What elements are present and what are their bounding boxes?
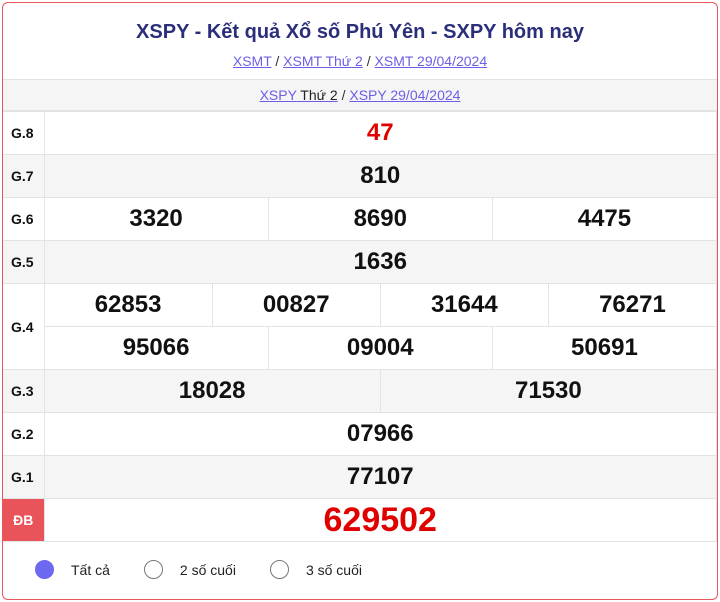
- prize-value: 76271: [547, 284, 716, 326]
- prize-value: 50691: [491, 327, 716, 369]
- page-title: XSPY - Kết quả Xổ số Phú Yên - SXPY hôm …: [136, 21, 584, 43]
- xspy-date-link[interactable]: XSPY 29/04/2024: [349, 87, 461, 103]
- row-g1: G.1 77107: [3, 455, 717, 499]
- digit-filter: Tất cả 2 số cuối 3 số cuối: [3, 542, 717, 579]
- prize-value: 62853: [94, 291, 162, 318]
- breadcrumb-xsmt-thu2[interactable]: XSMT Thứ 2: [283, 53, 363, 69]
- row-g6: G.6 3320 8690 4475: [3, 197, 717, 241]
- filter-last-3[interactable]: 3 số cuối: [269, 560, 362, 579]
- row-g4: G.4 62853 00827 31644 76271 95066 09004 50691: [3, 283, 717, 370]
- prize-value: 00827: [211, 284, 380, 326]
- breadcrumb: XSMT / XSMT Thứ 2 / XSMT 29/04/2024: [232, 53, 488, 69]
- results-table: G.8 47 G.7 810 G.6 3320 8690 4475 G.5 1636 G.4…: [3, 111, 717, 542]
- filter-last-2[interactable]: 2 số cuối: [143, 560, 236, 579]
- prize-value: 95066: [122, 334, 190, 361]
- special-prize-value: 629502: [43, 498, 717, 542]
- filter-all[interactable]: Tất cả: [35, 560, 110, 579]
- sub-links: XSPY Thứ 2 / XSPY 29/04/2024: [3, 79, 717, 111]
- row-g2: G.2 07966: [3, 412, 717, 456]
- prize-value: 09004: [267, 327, 492, 369]
- radio-selected-icon[interactable]: [35, 560, 54, 579]
- radio-icon[interactable]: [143, 560, 163, 579]
- prize-value: 31644: [379, 284, 548, 326]
- prize-value: 77107: [43, 455, 717, 499]
- prize-value: 1636: [43, 240, 717, 284]
- breadcrumb-xsmt[interactable]: XSMT: [232, 53, 272, 69]
- row-g3: G.3 18028 71530: [3, 369, 717, 413]
- prize-value: 8690: [267, 198, 492, 240]
- radio-icon[interactable]: [269, 560, 289, 579]
- prize-value: 07966: [43, 412, 717, 456]
- special-prize-label: ĐB: [3, 498, 45, 542]
- header: XSPY - Kết quả Xổ số Phú Yên - SXPY hôm …: [3, 3, 717, 79]
- prize-value: 47: [43, 111, 717, 155]
- row-db: ĐB 629502: [3, 498, 717, 542]
- breadcrumb-xsmt-date[interactable]: XSMT 29/04/2024: [374, 53, 488, 69]
- prize-value: 71530: [379, 370, 716, 412]
- row-g7: G.7 810: [3, 154, 717, 198]
- row-g5: G.5 1636: [3, 240, 717, 284]
- prize-value: 18028: [178, 377, 246, 404]
- row-g8: G.8 47: [3, 111, 717, 155]
- prize-value: 3320: [129, 205, 183, 232]
- prize-value: 810: [43, 154, 717, 198]
- xspy-thu2-link[interactable]: XSPY Thứ 2: [259, 87, 338, 103]
- prize-value: 4475: [491, 198, 716, 240]
